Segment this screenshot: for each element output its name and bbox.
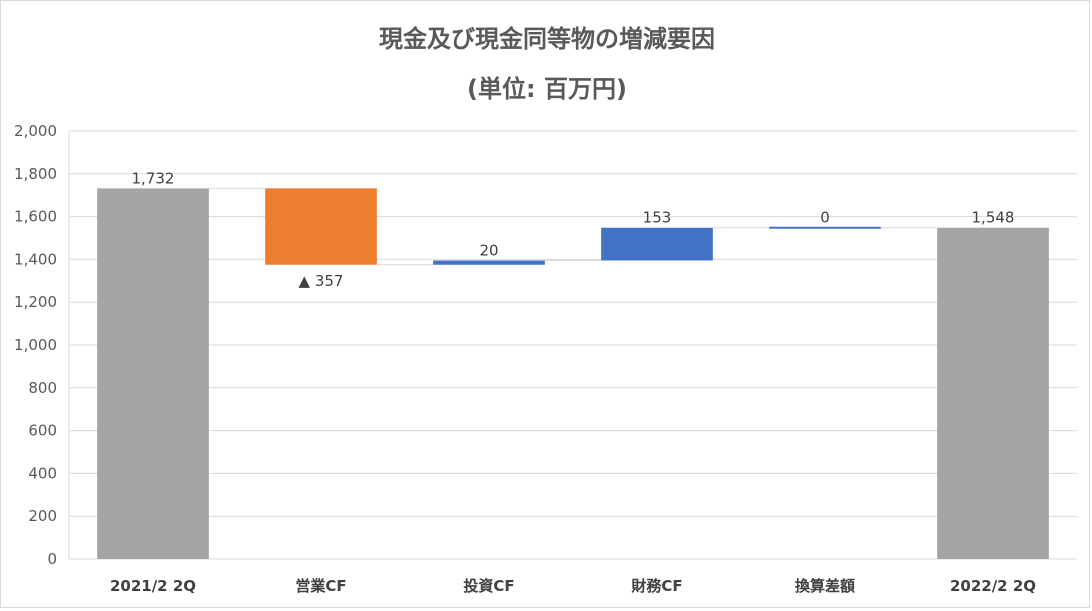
y-tick-label: 1,800 bbox=[14, 165, 57, 183]
data-labels: 1,732 ▲ 357 20 153 0 1,548 bbox=[132, 169, 1015, 289]
bar-total bbox=[97, 188, 209, 560]
bar-increase bbox=[601, 227, 713, 261]
bar-increase bbox=[769, 226, 881, 229]
x-category-label: 投資CF bbox=[463, 577, 514, 595]
bars bbox=[97, 188, 1049, 560]
y-tick-label: 2,000 bbox=[14, 122, 57, 140]
bar-decrease bbox=[265, 188, 377, 265]
data-label: 20 bbox=[479, 241, 498, 259]
bar-increase bbox=[433, 260, 545, 265]
chart-subtitle: (単位: 百万円) bbox=[467, 75, 627, 103]
chart-title: 現金及び現金同等物の増減要因 bbox=[379, 25, 715, 53]
y-tick-label: 1,600 bbox=[14, 208, 57, 226]
gridlines bbox=[69, 130, 1077, 560]
y-tick-label: 600 bbox=[28, 422, 57, 440]
y-tick-label: 200 bbox=[28, 507, 57, 525]
y-tick-label: 0 bbox=[47, 550, 57, 568]
x-category-label: 2022/2 2Q bbox=[950, 577, 1036, 595]
x-category-label: 営業CF bbox=[295, 577, 346, 595]
bar-total bbox=[937, 227, 1049, 559]
x-category-label: 2021/2 2Q bbox=[110, 577, 196, 595]
y-tick-label: 1,000 bbox=[14, 336, 57, 354]
x-category-label: 換算差額 bbox=[795, 577, 855, 595]
data-label: ▲ 357 bbox=[299, 272, 344, 290]
data-label: 153 bbox=[643, 209, 672, 227]
y-axis: 0 200 400 600 800 1,000 1,200 1,400 1,600 1,800 2,… bbox=[14, 122, 70, 568]
data-label: 1,548 bbox=[972, 209, 1015, 227]
x-category-label: 財務CF bbox=[630, 577, 682, 595]
data-label: 0 bbox=[820, 209, 830, 227]
connector-lines bbox=[208, 187, 938, 266]
data-label: 1,732 bbox=[132, 169, 175, 187]
y-tick-label: 400 bbox=[28, 464, 57, 482]
y-tick-label: 800 bbox=[28, 379, 57, 397]
y-tick-label: 1,200 bbox=[14, 293, 57, 311]
y-tick-label: 1,400 bbox=[14, 250, 57, 268]
x-axis: 2021/2 2Q 営業CF 投資CF 財務CF 換算差額 2022/2 2Q bbox=[110, 577, 1036, 595]
